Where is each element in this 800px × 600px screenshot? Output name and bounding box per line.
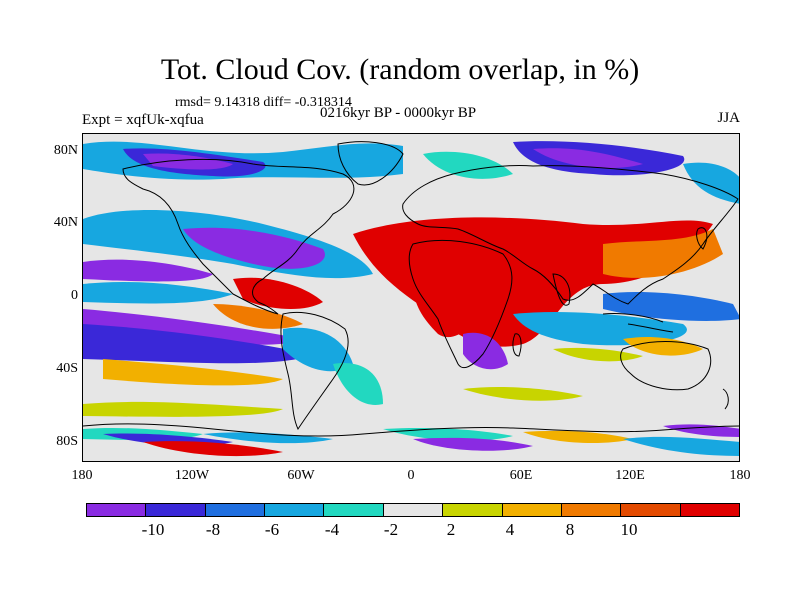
stats-text: rmsd= 9.14318 diff= -0.318314: [175, 95, 352, 110]
colorbar-label: -2: [383, 520, 399, 539]
colorbar-label: -4: [324, 520, 340, 539]
anomaly-region: [283, 327, 353, 372]
anomaly-region: [553, 347, 643, 362]
anomaly-region: [383, 427, 513, 441]
anomaly-region: [463, 386, 583, 401]
anomaly-region: [83, 324, 313, 364]
colorbar-label: 4: [505, 520, 515, 539]
anomaly-region: [413, 437, 533, 451]
lat-tick-label: 0: [71, 288, 78, 303]
anomaly-region: [233, 277, 323, 310]
anomaly-region: [203, 432, 333, 444]
experiment-label: Expt = xqfUk-xqfua: [82, 112, 204, 128]
colorbar-label: 8: [565, 520, 575, 539]
colorbar-segment: [146, 504, 206, 516]
lon-tick-label: 180: [729, 468, 751, 483]
lon-tick-label: 180: [71, 468, 93, 483]
anomaly-region: [103, 359, 283, 386]
anomaly-region: [413, 282, 483, 338]
coastline-indonesia: [602, 313, 674, 333]
colorbar-segment: [502, 504, 562, 516]
lon-tick-label: 120W: [174, 468, 210, 483]
lon-tick-label: 60E: [509, 468, 533, 483]
anomaly-region: [533, 148, 643, 169]
colorbar-label: -8: [205, 520, 221, 539]
anomaly-region: [603, 229, 723, 278]
anomaly-region: [83, 401, 283, 417]
anomaly-region: [213, 304, 303, 329]
plot-title: Tot. Cloud Cov. (random overlap, in %): [160, 53, 640, 86]
anomaly-field: [83, 141, 739, 461]
coastline-africa: [408, 239, 513, 369]
lat-tick-label: 40S: [56, 361, 78, 376]
colorbar: [86, 503, 740, 517]
anomaly-region: [333, 363, 383, 405]
colorbar-label: -6: [264, 520, 280, 539]
coastline-india: [552, 273, 571, 306]
colorbar-segment: [621, 504, 681, 516]
colorbar-segment: [383, 504, 444, 516]
lon-tick-label: 0: [407, 468, 415, 483]
coastline-eurasia: [402, 165, 739, 305]
anomaly-region: [513, 312, 687, 346]
colorbar-segment: [205, 504, 266, 516]
coastline-madagascar: [512, 333, 522, 357]
colorbar-segment: [680, 504, 739, 516]
lat-tick-label: 80S: [56, 434, 78, 449]
coastline-japan: [696, 227, 708, 250]
map-canvas: [83, 141, 739, 461]
colorbar-segment: [443, 504, 503, 516]
anomaly-region: [623, 436, 739, 456]
anomaly-region: [663, 424, 739, 437]
coastline-australia: [620, 341, 712, 391]
anomaly-region: [83, 282, 233, 304]
anomaly-region: [423, 151, 513, 179]
coastline-antarctica: [83, 423, 739, 437]
anomaly-region: [603, 292, 739, 321]
season-label: JJA: [717, 110, 740, 126]
anomaly-region: [683, 162, 739, 204]
lat-tick-label: 40N: [53, 215, 78, 230]
colorbar-label: -10: [141, 520, 165, 539]
coastline-north-america: [122, 158, 355, 315]
colorbar-segment: [561, 504, 622, 516]
colorbar-segment: [324, 504, 384, 516]
period-label: 0216kyr BP - 0000kyr BP: [320, 105, 477, 121]
colorbar-segment: [87, 504, 147, 516]
coastline-greenland: [337, 141, 404, 186]
colorbar-label: 10: [620, 520, 638, 539]
coastline-new-zealand: [722, 388, 729, 410]
lon-tick-label: 60W: [287, 468, 315, 483]
anomaly-region: [143, 153, 233, 170]
colorbar-label: 2: [446, 520, 456, 539]
lat-tick-label: 80N: [53, 143, 78, 158]
anomaly-region: [523, 430, 633, 444]
anomaly-region: [623, 337, 703, 356]
map-panel: [82, 133, 740, 462]
lon-tick-label: 120E: [615, 468, 645, 483]
colorbar-segment: [265, 504, 325, 516]
anomaly-region: [143, 441, 283, 457]
anomaly-region: [83, 259, 213, 282]
coastline-south-america: [280, 311, 349, 431]
coastlines: [83, 141, 739, 437]
